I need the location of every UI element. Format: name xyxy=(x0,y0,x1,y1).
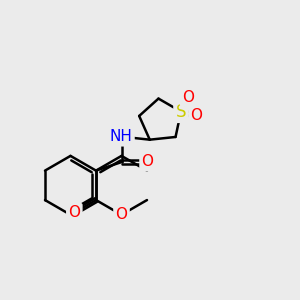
Text: O: O xyxy=(68,205,80,220)
Text: S: S xyxy=(176,103,186,121)
Text: O: O xyxy=(142,154,154,169)
Text: O: O xyxy=(116,207,128,222)
Text: O: O xyxy=(190,109,202,124)
Text: O: O xyxy=(182,90,194,105)
Text: NH: NH xyxy=(110,129,133,144)
